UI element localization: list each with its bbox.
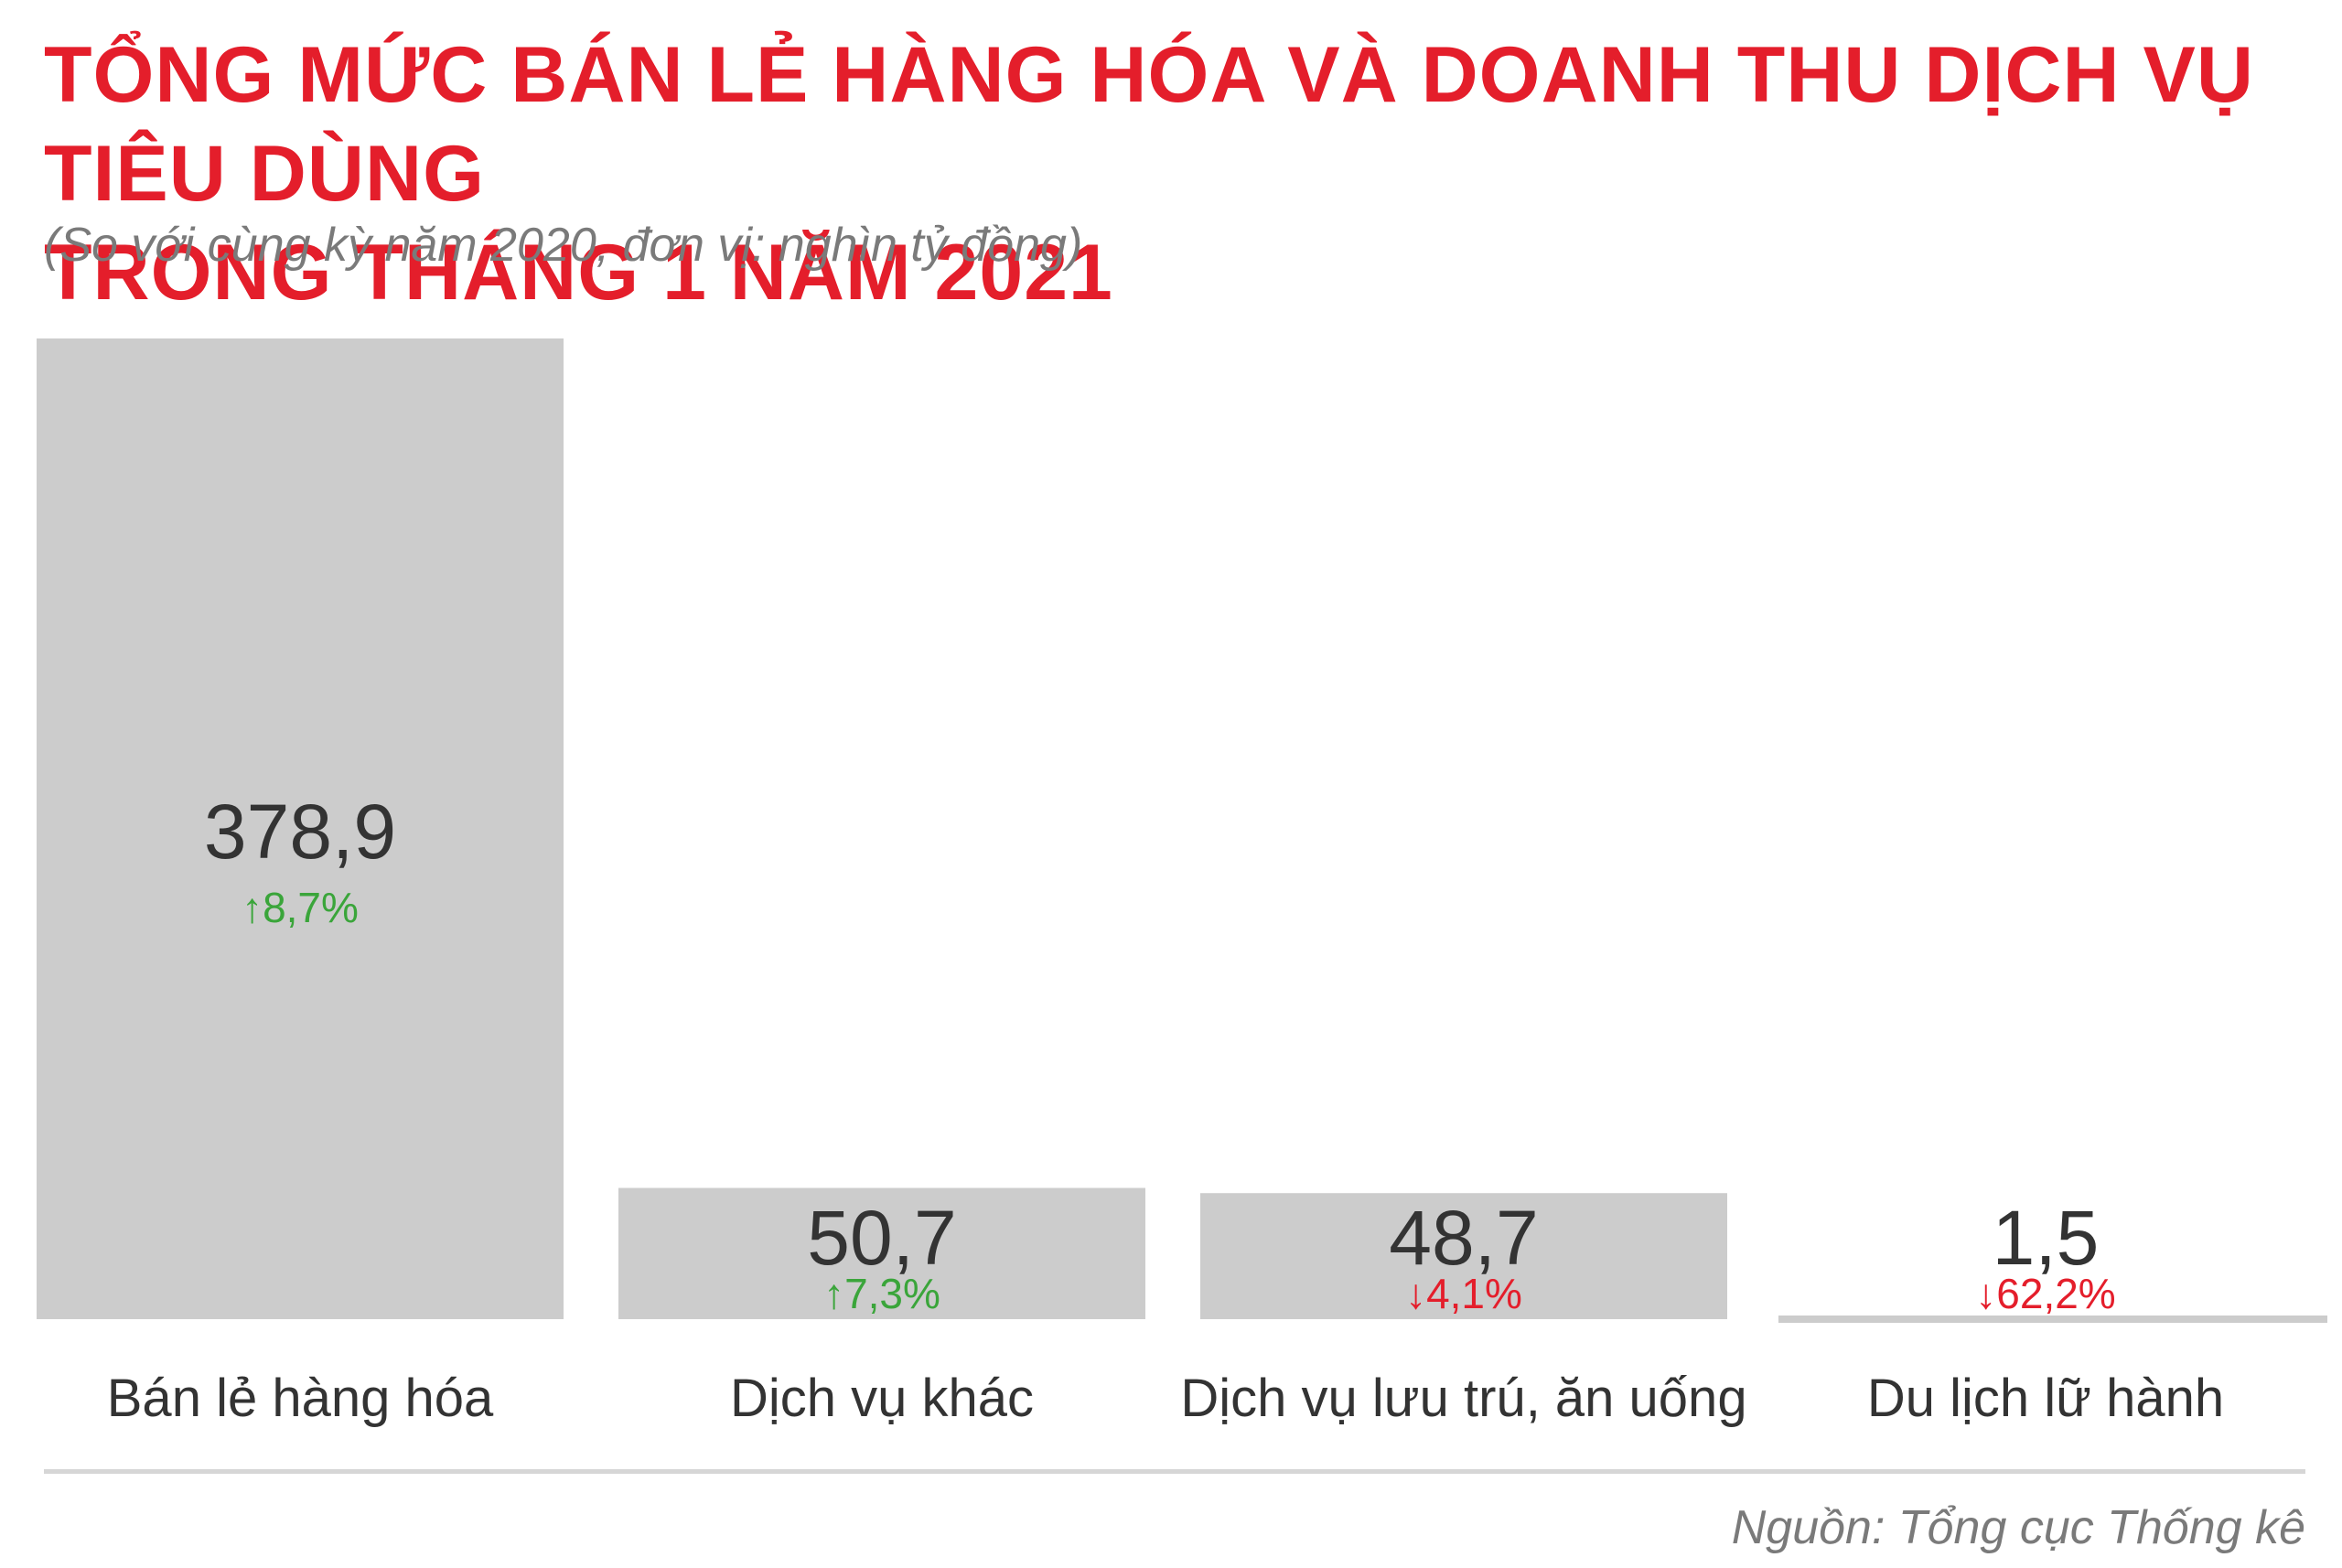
- change-label-3: ↓4,1%: [1405, 1270, 1522, 1317]
- category-label-3: Dịch vụ lưu trú, ăn uống: [1180, 1369, 1746, 1428]
- source-note: Nguồn: Tổng cục Thống kê: [1731, 1501, 2305, 1554]
- value-label-4: 1,5: [1993, 1195, 2100, 1281]
- value-label-3: 48,7: [1389, 1195, 1539, 1281]
- bottom-divider: [44, 1469, 2305, 1474]
- value-label-1: 378,9: [204, 789, 396, 875]
- category-label-1: Bán lẻ hàng hóa: [107, 1369, 494, 1428]
- bar-2: [618, 1187, 1145, 1319]
- bar-3: [1200, 1193, 1727, 1319]
- value-label-2: 50,7: [807, 1195, 957, 1281]
- chart-subtitle: (So với cùng kỳ năm 2020, đơn vị: nghìn …: [44, 219, 1083, 272]
- chart-title-line-1: TỔNG MỨC BÁN LẺ HÀNG HÓA VÀ DOANH THU DỊ…: [44, 31, 2255, 218]
- category-label-4: Du lịch lữ hành: [1867, 1369, 2224, 1428]
- chart-title-line-2: TRONG THÁNG 1 NĂM 2021: [44, 229, 1113, 317]
- change-label-4: ↓62,2%: [1975, 1270, 2115, 1317]
- change-label-2: ↑7,3%: [823, 1270, 940, 1317]
- category-label-2: Dịch vụ khác: [730, 1369, 1034, 1428]
- chart-title: TỔNG MỨC BÁN LẺ HÀNG HÓA VÀ DOANH THU DỊ…: [44, 26, 2304, 322]
- change-label-1: ↑8,7%: [242, 884, 359, 931]
- bar-1: [37, 338, 564, 1319]
- bar-4: [1778, 1316, 2327, 1323]
